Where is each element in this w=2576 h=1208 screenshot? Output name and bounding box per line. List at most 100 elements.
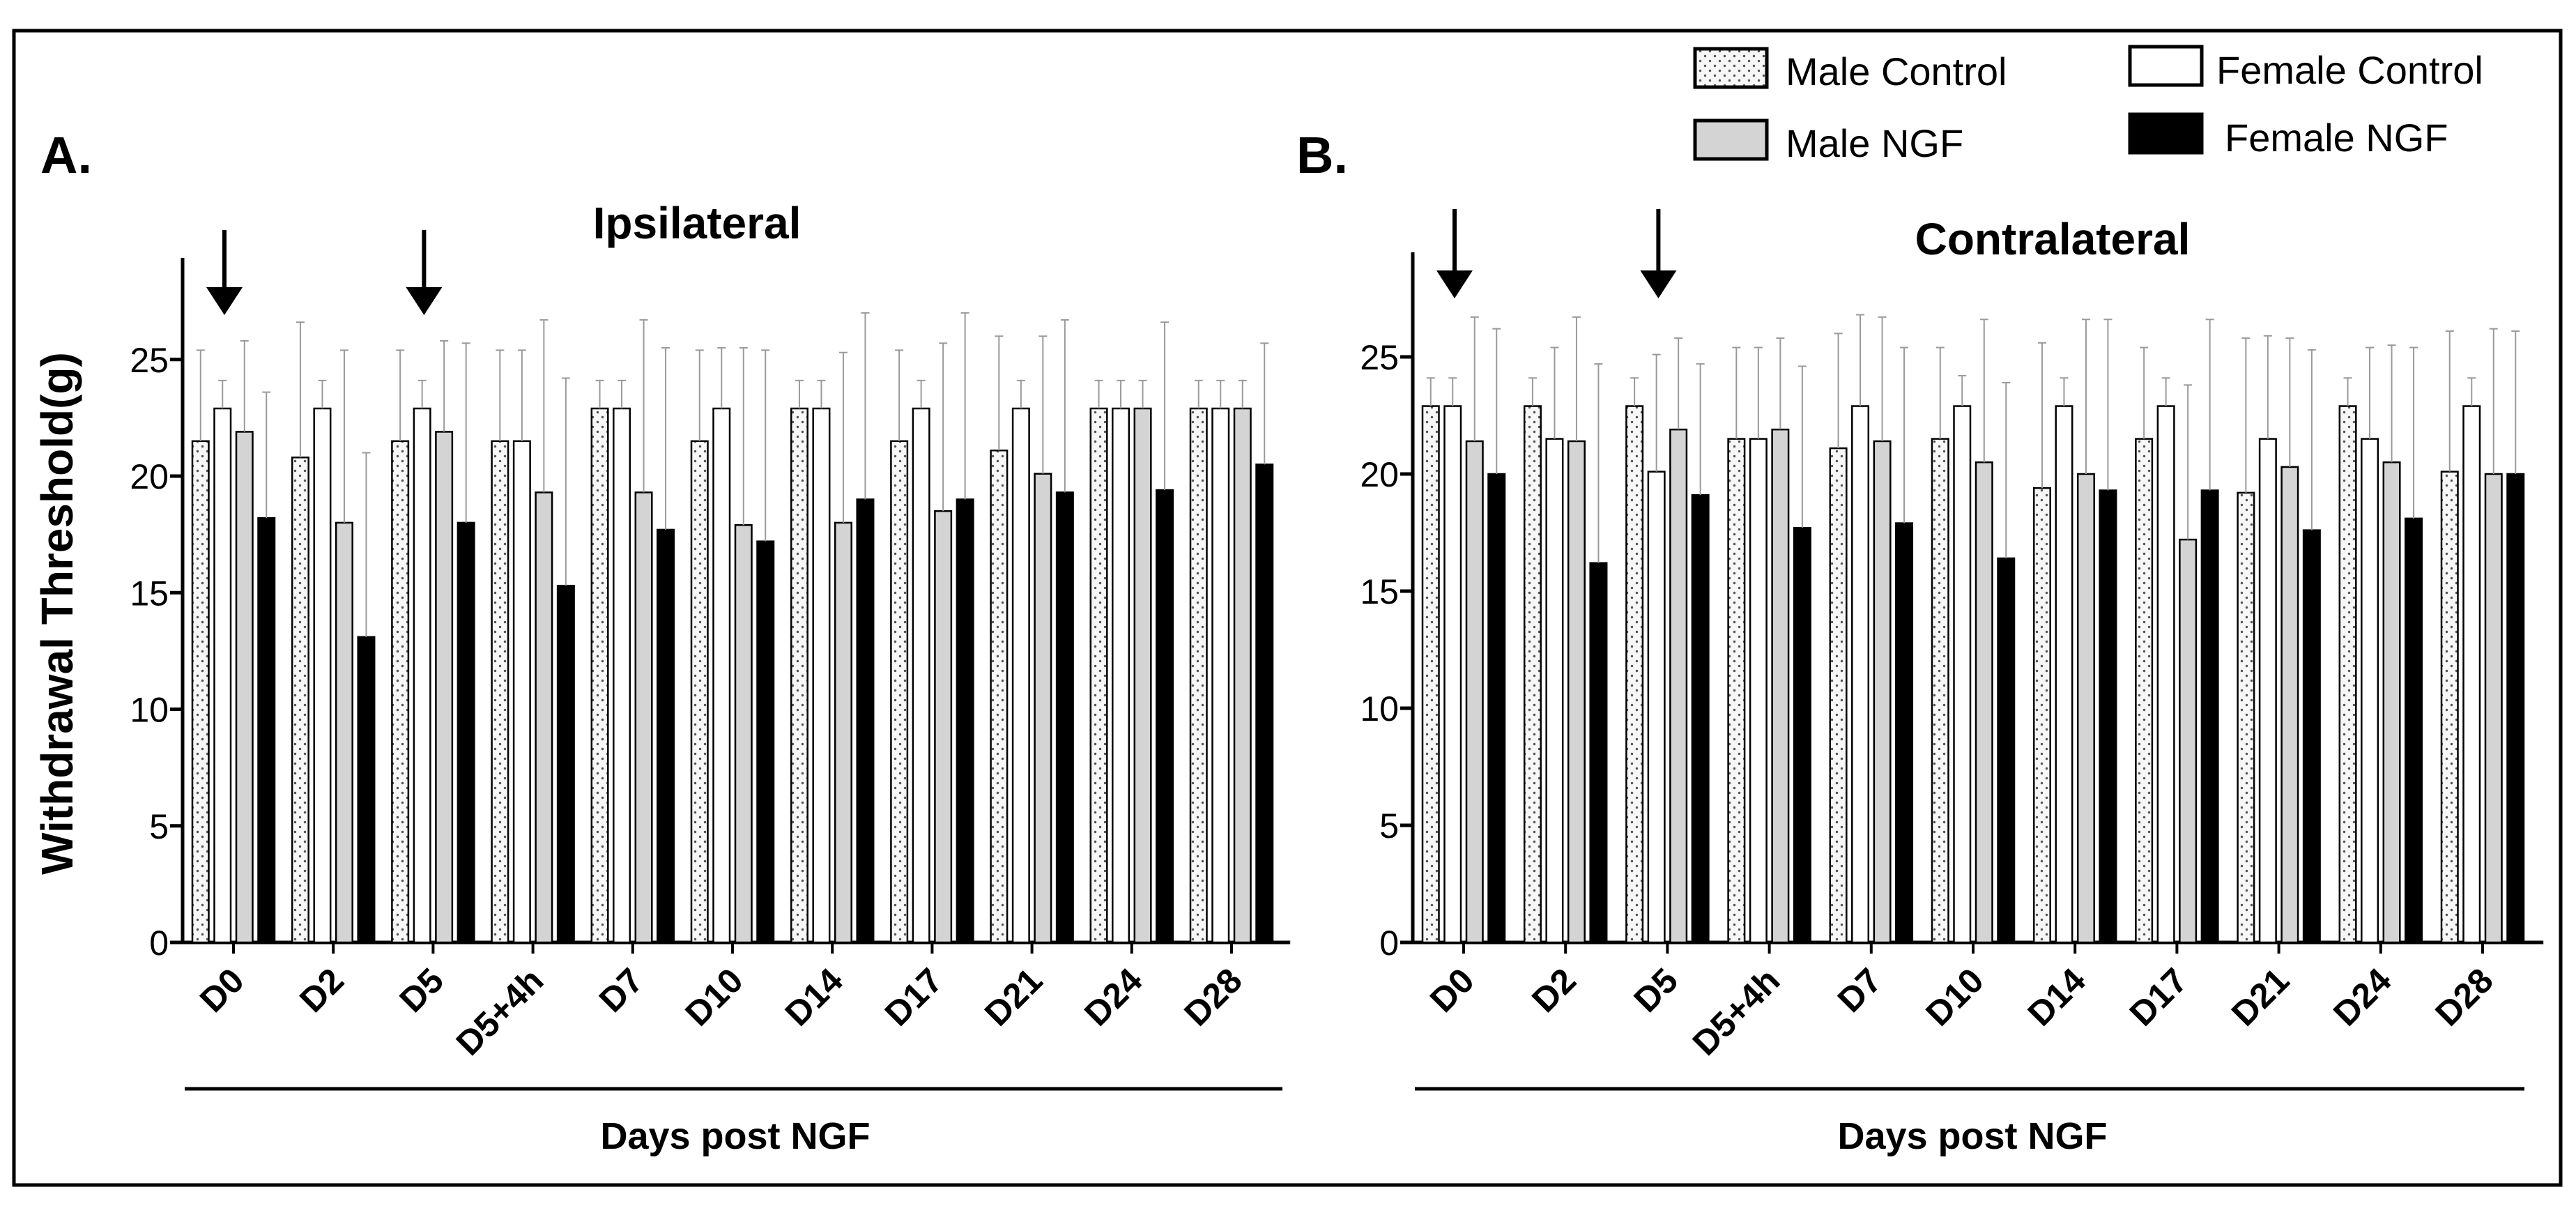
y-tick-label: 25: [130, 341, 169, 380]
bar-male-control: [191, 440, 210, 944]
bar-female-ngf: [556, 584, 575, 944]
y-tick-label: 15: [130, 574, 169, 613]
bar-female-ngf: [1589, 562, 1608, 944]
bar-female-ngf: [1691, 494, 1710, 944]
bar-female-control: [1211, 407, 1230, 944]
bar-male-control: [1089, 407, 1108, 944]
bar-female-control: [1851, 405, 1870, 944]
bar-female-ngf: [2302, 529, 2321, 944]
bar-female-control: [2258, 438, 2277, 944]
bar-female-ngf: [2506, 473, 2525, 944]
bar-male-control: [1421, 405, 1440, 944]
bar-male-control: [990, 449, 1009, 944]
y-tick-label: 20: [130, 457, 169, 496]
bar-female-control: [512, 440, 531, 944]
y-tick-label: 0: [149, 924, 169, 963]
bar-male-control: [1931, 438, 1949, 944]
panel-b-title: Contralateral: [1915, 214, 2191, 264]
bar-male-ngf: [1669, 428, 1688, 944]
bar-male-ngf: [1233, 407, 1252, 944]
y-tick-label: 10: [1360, 689, 1399, 728]
legend-label-male-ngf: Male NGF: [1786, 121, 1963, 165]
y-tick-label: 25: [1360, 338, 1399, 377]
bar-female-ngf: [257, 517, 276, 944]
y-axis-label: Withdrawal Threshold(g): [32, 352, 82, 875]
injection-arrow-head: [1640, 270, 1677, 298]
bar-male-control: [1523, 405, 1542, 944]
y-tick-label: 0: [1379, 924, 1399, 963]
y-tick-label: 10: [130, 691, 169, 730]
bar-male-ngf: [2179, 538, 2198, 944]
bar-female-control: [1112, 407, 1130, 944]
bar-male-control: [1189, 407, 1208, 944]
bar-male-ngf: [1133, 407, 1152, 944]
y-tick-label: 20: [1360, 455, 1399, 494]
bar-male-ngf: [2280, 466, 2299, 944]
legend: Male Control Female Control Male NGF Fem…: [1693, 45, 2483, 165]
panel-a-xlabel: Days post NGF: [600, 1115, 870, 1157]
bar-female-ngf: [756, 540, 775, 944]
legend-swatch-male-control: [1693, 47, 1769, 89]
bar-female-ngf: [1997, 557, 2016, 944]
bar-female-ngf: [1156, 489, 1174, 944]
bar-male-control: [2237, 491, 2255, 944]
bar-male-ngf: [535, 491, 553, 944]
bar-male-control: [1727, 438, 1746, 944]
bar-male-ngf: [235, 431, 254, 944]
bar-female-ngf: [1487, 473, 1506, 944]
bar-male-control: [790, 407, 808, 944]
legend-swatch-female-ngf: [2128, 112, 2204, 155]
bar-male-ngf: [934, 510, 953, 944]
bar-male-control: [590, 407, 609, 944]
bar-female-ngf: [457, 521, 475, 944]
bar-female-control: [912, 407, 930, 944]
bar-male-ngf: [834, 521, 852, 944]
bar-female-ngf: [357, 636, 376, 944]
bar-male-ngf: [2484, 473, 2503, 944]
injection-arrow-head: [406, 287, 443, 315]
y-tick-label: 15: [1360, 572, 1399, 611]
bar-female-control: [313, 407, 332, 944]
bar-female-ngf: [1255, 464, 1274, 944]
bar-female-control: [2361, 438, 2379, 944]
bar-female-control: [2462, 405, 2481, 944]
panel-b-label: B.: [1296, 126, 1348, 184]
bar-male-ngf: [2382, 461, 2401, 944]
bar-female-control: [2156, 405, 2175, 944]
bar-female-control: [1545, 438, 1564, 944]
bar-male-ngf: [734, 523, 753, 944]
panel-a-title: Ipsilateral: [593, 198, 802, 248]
bar-female-ngf: [2200, 489, 2219, 944]
bar-female-control: [1011, 407, 1030, 944]
bar-female-control: [1443, 405, 1462, 944]
bar-female-ngf: [1793, 527, 1811, 944]
legend-label-male-control: Male Control: [1786, 49, 2007, 93]
bar-male-control: [1829, 447, 1848, 944]
bar-female-control: [613, 407, 631, 944]
bar-female-control: [2055, 405, 2073, 944]
bar-female-ngf: [956, 498, 974, 944]
injection-arrow-head: [206, 287, 243, 315]
bar-male-ngf: [2076, 473, 2095, 944]
bar-female-ngf: [1055, 491, 1074, 944]
bar-male-control: [690, 440, 709, 944]
bar-male-ngf: [1975, 461, 1993, 944]
bar-female-control: [213, 407, 232, 944]
bar-female-ngf: [2099, 489, 2117, 944]
bar-female-control: [1647, 471, 1666, 944]
bar-male-ngf: [335, 521, 353, 944]
bar-male-control: [2135, 438, 2154, 944]
bar-male-ngf: [1465, 440, 1484, 944]
bar-male-control: [1625, 405, 1644, 944]
bar-male-control: [890, 440, 909, 944]
bar-male-control: [291, 456, 309, 944]
bar-male-ngf: [1034, 473, 1052, 944]
bar-male-control: [2338, 405, 2357, 944]
bar-female-ngf: [657, 528, 675, 944]
bar-female-control: [1953, 405, 1972, 944]
bar-male-control: [391, 440, 410, 944]
bar-male-ngf: [435, 431, 454, 944]
bar-female-control: [712, 407, 731, 944]
legend-swatch-female-control: [2128, 45, 2204, 87]
